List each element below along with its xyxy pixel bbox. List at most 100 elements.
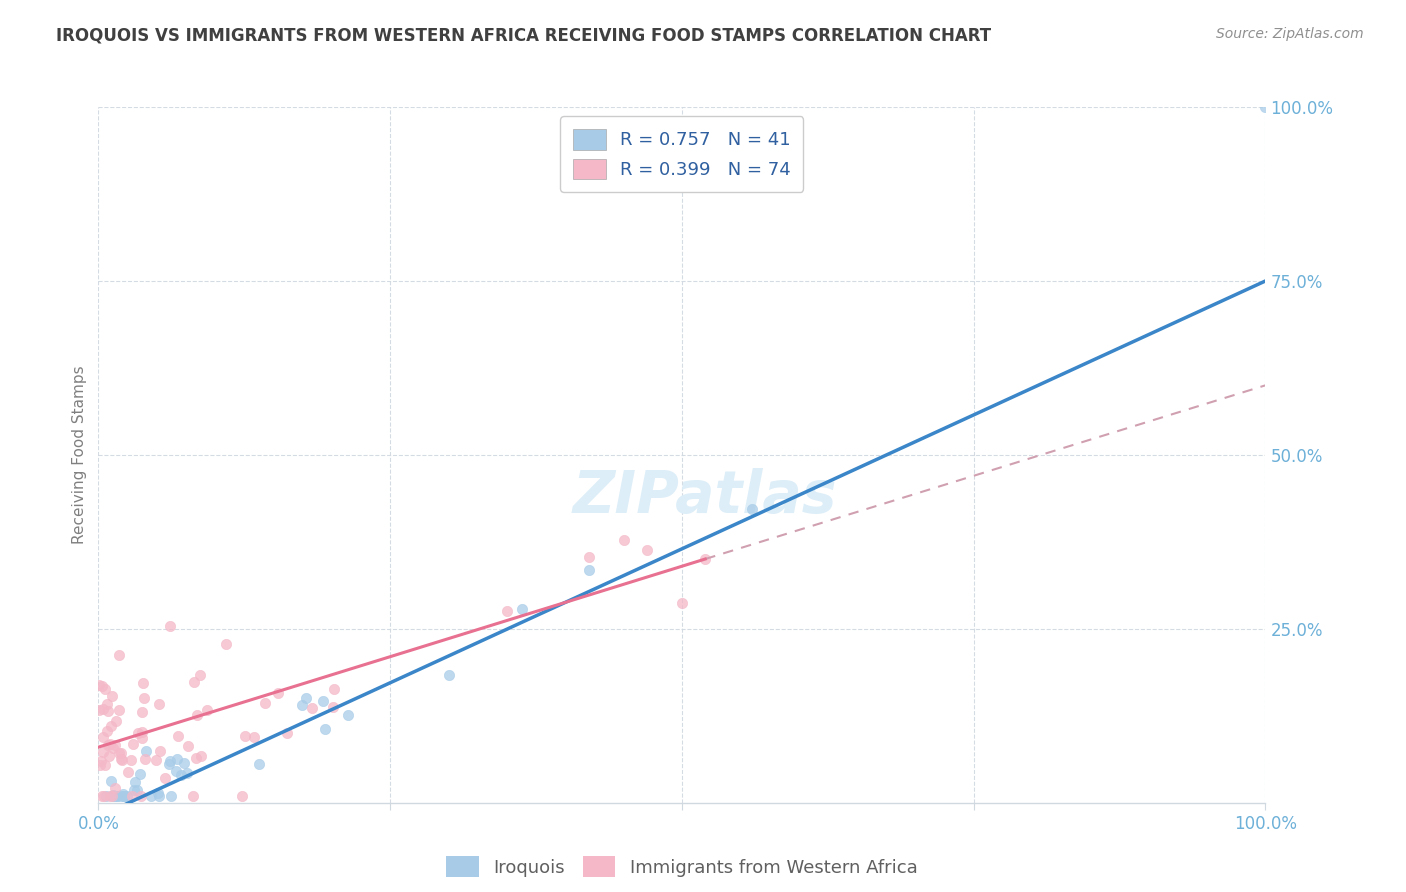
Point [186, 708, 208, 723]
Point [166, 729, 188, 743]
Point [107, 703, 129, 717]
Point [94, 682, 117, 697]
Point [291, 698, 314, 712]
Point [148, 789, 170, 803]
Point [612, 533, 634, 548]
Point [131, 789, 153, 803]
Point [173, 756, 195, 770]
Point [188, 668, 211, 682]
Point [195, 703, 218, 717]
Text: ZIPatlas: ZIPatlas [574, 468, 838, 525]
Point [1254, 100, 1277, 114]
Point [108, 746, 131, 760]
Point [117, 765, 139, 780]
Point [96, 697, 118, 711]
Point [323, 681, 346, 696]
Point [131, 725, 153, 739]
Point [134, 751, 156, 765]
Point [148, 698, 170, 712]
Point [157, 756, 180, 771]
Point [294, 691, 316, 706]
Point [112, 789, 135, 803]
Point [254, 696, 277, 710]
Point [103, 740, 125, 755]
Point [100, 774, 122, 789]
Point [104, 714, 127, 729]
Point [115, 789, 138, 803]
Point [131, 731, 153, 745]
Point [94, 758, 117, 772]
Point [87, 703, 110, 717]
Point [121, 789, 143, 803]
Point [176, 766, 198, 780]
Point [148, 786, 170, 800]
Point [276, 726, 298, 740]
Point [103, 789, 125, 803]
Text: IROQUOIS VS IMMIGRANTS FROM WESTERN AFRICA RECEIVING FOOD STAMPS CORRELATION CHA: IROQUOIS VS IMMIGRANTS FROM WESTERN AFRI… [56, 27, 991, 45]
Point [100, 719, 122, 733]
Point [495, 604, 517, 618]
Point [127, 725, 149, 739]
Point [135, 744, 157, 758]
Point [336, 708, 359, 723]
Point [97, 704, 120, 718]
Point [183, 675, 205, 690]
Point [97, 748, 120, 763]
Point [94, 789, 117, 803]
Point [104, 789, 127, 803]
Point [145, 753, 167, 767]
Point [132, 676, 155, 690]
Point [301, 701, 323, 715]
Point [103, 789, 125, 803]
Y-axis label: Receiving Food Stamps: Receiving Food Stamps [72, 366, 87, 544]
Point [139, 789, 162, 803]
Point [242, 730, 264, 744]
Point [93, 730, 115, 744]
Point [160, 789, 183, 803]
Point [578, 550, 600, 565]
Point [184, 751, 207, 765]
Point [120, 754, 142, 768]
Point [510, 602, 533, 616]
Point [578, 563, 600, 577]
Point [314, 722, 336, 736]
Point [322, 699, 344, 714]
Point [741, 502, 763, 516]
Point [90, 754, 112, 768]
Point [695, 552, 717, 566]
Point [108, 648, 131, 662]
Point [89, 757, 111, 772]
Point [111, 753, 134, 767]
Point [101, 788, 124, 802]
Point [98, 737, 121, 751]
Point [267, 686, 290, 700]
Point [93, 789, 115, 803]
Point [104, 780, 127, 795]
Point [105, 789, 128, 803]
Point [100, 689, 122, 703]
Point [671, 596, 693, 610]
Point [170, 768, 193, 782]
Point [107, 789, 129, 803]
Point [177, 739, 200, 753]
Point [233, 729, 256, 743]
Point [91, 745, 114, 759]
Point [165, 764, 187, 778]
Point [91, 702, 114, 716]
Point [125, 782, 148, 797]
Point [111, 789, 134, 803]
Point [91, 679, 114, 693]
Point [312, 694, 335, 708]
Point [159, 619, 181, 633]
Point [190, 748, 212, 763]
Point [112, 788, 135, 802]
Point [97, 738, 120, 752]
Point [96, 723, 118, 738]
Point [124, 774, 146, 789]
Point [166, 752, 188, 766]
Point [101, 789, 124, 803]
Point [132, 690, 155, 705]
Point [110, 752, 132, 766]
Point [112, 789, 135, 803]
Point [131, 705, 153, 719]
